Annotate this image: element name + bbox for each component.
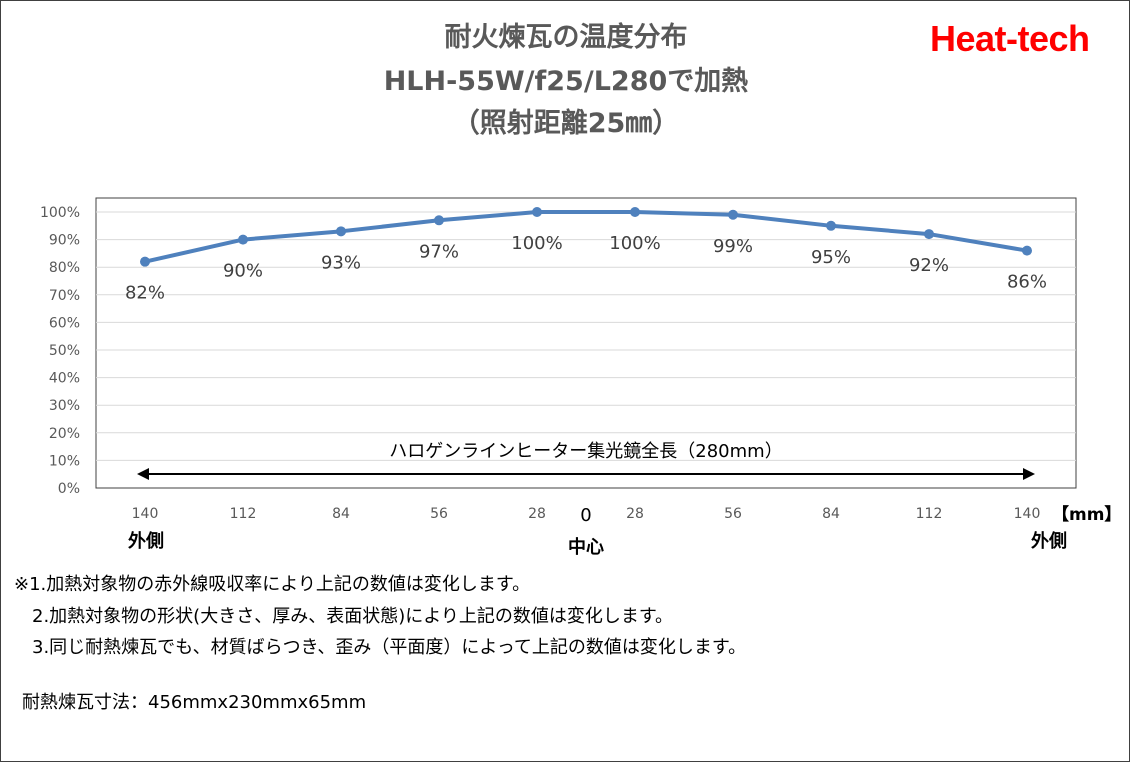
data-labels: 82% 90% 93% 97% 100% 100% 99% 95% 92% 86% bbox=[125, 233, 1047, 304]
data-point bbox=[630, 207, 640, 217]
data-point bbox=[336, 226, 346, 237]
data-point bbox=[826, 220, 836, 231]
x-tick-label: 112 bbox=[916, 506, 943, 522]
data-label: 97% bbox=[419, 241, 459, 262]
y-tick-label: 80% bbox=[49, 260, 80, 276]
x-tick-label: 28 bbox=[626, 506, 644, 522]
x-tick-label: 112 bbox=[230, 506, 257, 522]
x-tick-label: 28 bbox=[528, 506, 546, 522]
left-side-label: 外側 bbox=[128, 531, 164, 552]
y-tick-label: 50% bbox=[49, 343, 80, 359]
y-tick-label: 60% bbox=[49, 315, 80, 331]
data-label: 95% bbox=[811, 247, 851, 268]
data-point bbox=[532, 207, 542, 217]
x-axis-ticks: 140 112 84 56 28 28 56 84 112 140 bbox=[132, 506, 1041, 522]
heater-length-annotation: ハロゲンラインヒーター集光鏡全長（280mm） bbox=[389, 441, 782, 462]
note-1: ※1.加熱対象物の赤外線吸収率により上記の数値は変化します。 bbox=[14, 574, 531, 595]
chart-title-line-2: HLH-55W/f25/L280で加熱 bbox=[383, 66, 749, 97]
y-tick-label: 90% bbox=[49, 233, 80, 249]
series-line bbox=[144, 210, 1028, 264]
x-tick-label: 140 bbox=[1014, 506, 1041, 522]
note-3: 3.同じ耐熱煉瓦でも、材質ばらつき、歪み（平面度）によって上記の数値は変化します… bbox=[14, 637, 747, 658]
chart-title-line-3: （照射距離25㎜） bbox=[452, 108, 680, 139]
center-label: 中心 bbox=[568, 537, 604, 558]
data-label: 99% bbox=[713, 236, 753, 257]
data-point bbox=[1022, 245, 1032, 256]
heater-length-arrow bbox=[137, 468, 1035, 480]
plot-area bbox=[95, 197, 1077, 489]
grid-lines bbox=[96, 211, 1076, 461]
arrow-head-left bbox=[137, 468, 149, 480]
arrow-head-right bbox=[1023, 468, 1035, 480]
x-tick-label: 140 bbox=[132, 506, 159, 522]
data-label: 90% bbox=[223, 261, 263, 282]
data-label: 86% bbox=[1007, 272, 1047, 293]
y-tick-label: 30% bbox=[49, 398, 80, 414]
x-tick-label: 56 bbox=[430, 506, 448, 522]
y-tick-label: 100% bbox=[40, 205, 80, 221]
y-tick-label: 70% bbox=[49, 288, 80, 304]
x-tick-label: 56 bbox=[724, 506, 742, 522]
y-tick-label: 0% bbox=[58, 481, 80, 497]
y-tick-label: 20% bbox=[49, 426, 80, 442]
brand-logo: Heat-tech bbox=[930, 18, 1090, 59]
y-tick-label: 40% bbox=[49, 371, 80, 387]
data-label: 93% bbox=[321, 252, 361, 273]
data-point bbox=[434, 215, 444, 226]
data-points bbox=[140, 207, 1032, 267]
data-label: 92% bbox=[909, 255, 949, 276]
data-label: 100% bbox=[511, 233, 562, 254]
data-point bbox=[924, 229, 934, 240]
data-point bbox=[728, 209, 738, 220]
brick-dimensions: 耐熱煉瓦寸法：456mmx230mmx65mm bbox=[22, 692, 367, 713]
note-2: 2.加熱対象物の形状(大きさ、厚み、表面状態)により上記の数値は変化します。 bbox=[14, 606, 674, 627]
data-label: 100% bbox=[609, 233, 660, 254]
data-point bbox=[140, 256, 150, 267]
chart-title-line-1: 耐火煉瓦の温度分布 bbox=[444, 22, 688, 53]
right-side-label: 外側 bbox=[1031, 531, 1067, 552]
data-point bbox=[238, 234, 248, 245]
x-tick-label: 84 bbox=[822, 506, 840, 522]
y-tick-label: 10% bbox=[49, 453, 80, 469]
y-axis-ticks: 0% 10% 20% 30% 40% 50% 60% 70% 80% 90% 100% bbox=[40, 205, 80, 497]
x-tick-label: 84 bbox=[332, 506, 350, 522]
data-label: 82% bbox=[125, 283, 165, 304]
x-axis-unit: 【mm】 bbox=[1052, 504, 1121, 525]
center-tick-label: 0 bbox=[580, 505, 591, 526]
